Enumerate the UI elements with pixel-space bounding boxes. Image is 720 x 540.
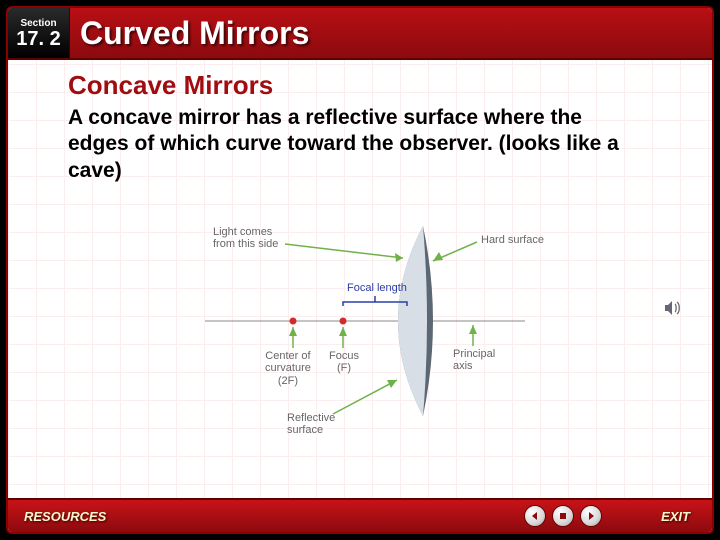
square-icon (559, 512, 567, 520)
label-light-comes: Light comes from this side (213, 226, 278, 251)
label-center-curvature: Center of curvature (2F) (265, 350, 311, 388)
body-text: A concave mirror has a reflective surfac… (68, 105, 628, 184)
nav-stop-button[interactable] (552, 505, 574, 527)
header-bar: Section 17. 2 Curved Mirrors (8, 8, 712, 60)
slide: Section 17. 2 Curved Mirrors Concave Mir… (6, 6, 714, 534)
triangle-right-icon (586, 511, 596, 521)
mirror-diagram: Light comes from this side Hard surface … (175, 196, 575, 446)
section-label: Section (8, 18, 69, 29)
exit-button[interactable]: EXIT (645, 509, 706, 524)
nav-next-button[interactable] (580, 505, 602, 527)
subheading: Concave Mirrors (68, 70, 682, 101)
label-focal-length: Focal length (347, 282, 407, 295)
label-hard-surface: Hard surface (481, 234, 544, 247)
label-reflective: Reflective surface (287, 412, 335, 437)
nav-prev-button[interactable] (524, 505, 546, 527)
section-number: 17. 2 (8, 29, 69, 49)
label-focus: Focus (F) (329, 350, 359, 375)
section-box: Section 17. 2 (8, 8, 70, 58)
triangle-left-icon (530, 511, 540, 521)
label-principal-axis: Principal axis (453, 348, 495, 373)
resources-button[interactable]: RESOURCES (8, 509, 122, 524)
footer-bar: RESOURCES EXIT (8, 498, 712, 532)
page-title: Curved Mirrors (70, 8, 712, 58)
sound-icon[interactable] (662, 298, 682, 318)
content-area: Concave Mirrors A concave mirror has a r… (8, 60, 712, 446)
